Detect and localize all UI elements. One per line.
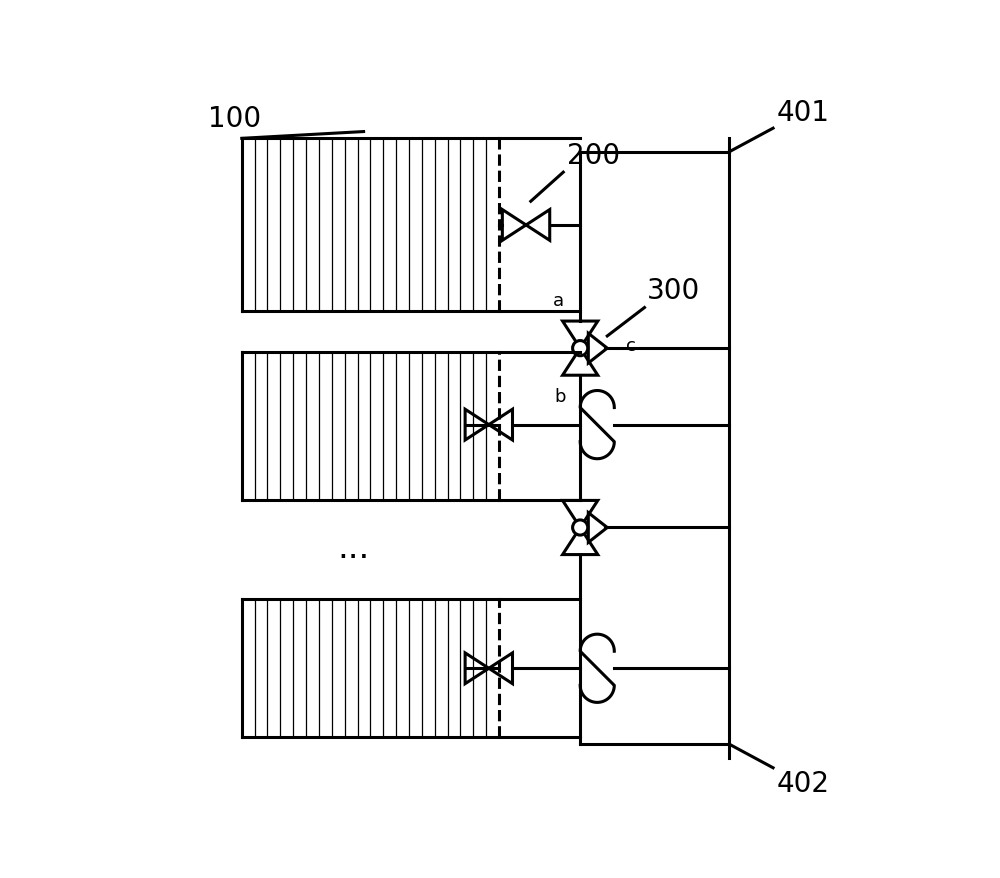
Polygon shape	[502, 211, 526, 241]
Polygon shape	[489, 653, 512, 684]
Text: 300: 300	[647, 277, 700, 305]
Text: c: c	[626, 336, 636, 355]
Polygon shape	[563, 349, 598, 376]
Polygon shape	[588, 513, 607, 543]
Circle shape	[573, 521, 588, 536]
Text: a: a	[553, 291, 564, 310]
Text: ···: ···	[337, 542, 370, 575]
Polygon shape	[465, 410, 489, 441]
Circle shape	[573, 342, 588, 356]
Text: 401: 401	[776, 99, 829, 127]
Polygon shape	[588, 334, 607, 363]
Polygon shape	[526, 211, 550, 241]
Text: 200: 200	[567, 141, 620, 169]
Text: 402: 402	[776, 769, 829, 797]
Text: 100: 100	[208, 104, 261, 133]
Polygon shape	[489, 410, 512, 441]
Text: b: b	[554, 388, 566, 406]
Polygon shape	[563, 500, 598, 528]
Polygon shape	[563, 528, 598, 555]
Polygon shape	[465, 653, 489, 684]
Polygon shape	[563, 321, 598, 349]
